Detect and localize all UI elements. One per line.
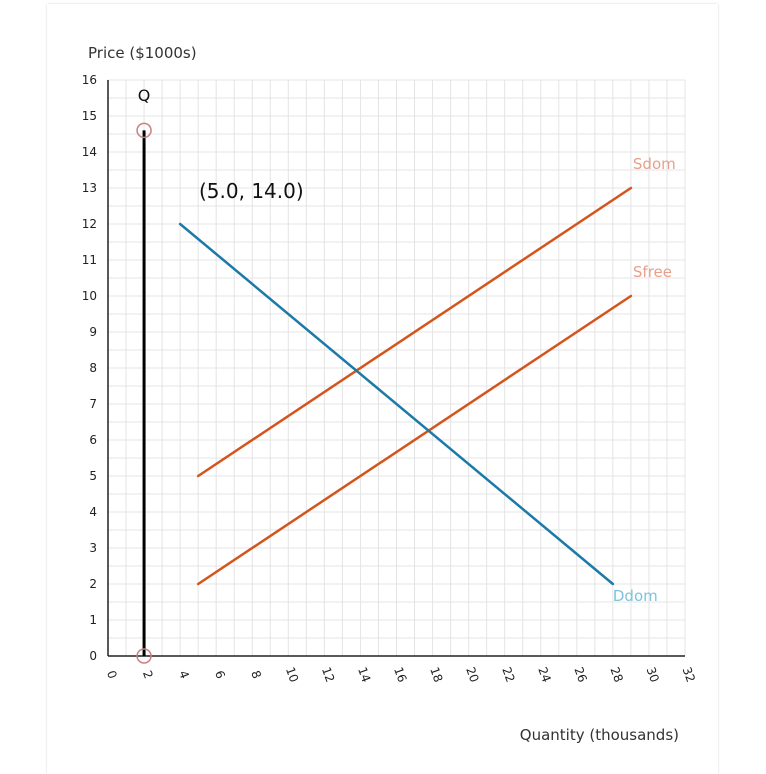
y-tick-label: 12 bbox=[82, 217, 97, 231]
y-tick-label: 11 bbox=[82, 253, 97, 267]
grid bbox=[107, 79, 686, 657]
y-tick-label: 7 bbox=[89, 397, 97, 411]
coordinate-readout: (5.0, 14.0) bbox=[199, 179, 304, 203]
y-tick-label: 15 bbox=[82, 109, 97, 123]
series-line-ddom bbox=[178, 222, 615, 586]
y-tick-label: 13 bbox=[82, 181, 97, 195]
chart-card bbox=[47, 4, 718, 774]
series-line-sfree bbox=[196, 294, 633, 586]
x-tick-label: 16 bbox=[391, 665, 409, 684]
x-tick-label: 10 bbox=[283, 665, 301, 684]
quantity-bottom-handle[interactable] bbox=[136, 648, 152, 664]
y-tick-label: 8 bbox=[89, 361, 97, 375]
x-tick-label: 24 bbox=[535, 665, 553, 684]
quantity-line-label: Q bbox=[138, 86, 151, 105]
series-line-sdom bbox=[196, 186, 633, 478]
x-tick-label: 32 bbox=[680, 665, 698, 684]
quantity-control[interactable]: Q bbox=[136, 86, 152, 664]
series-label-sdom: Sdom bbox=[633, 155, 676, 173]
y-tick-label: 6 bbox=[89, 433, 97, 447]
y-axis-title: Price ($1000s) bbox=[88, 44, 197, 62]
y-tick-label: 9 bbox=[89, 325, 97, 339]
series-label-sfree: Sfree bbox=[633, 263, 672, 281]
x-tick-label: 0 bbox=[104, 669, 120, 681]
y-tick-label: 10 bbox=[82, 289, 97, 303]
y-tick-label: 2 bbox=[89, 577, 97, 591]
x-tick-label: 22 bbox=[499, 665, 517, 684]
y-tick-label: 16 bbox=[82, 73, 97, 87]
x-tick-label: 14 bbox=[355, 665, 373, 684]
x-tick-label: 30 bbox=[644, 665, 662, 684]
y-tick-label: 14 bbox=[82, 145, 97, 159]
y-tick-label: 4 bbox=[89, 505, 97, 519]
quantity-top-handle[interactable] bbox=[136, 122, 152, 139]
x-axis-title: Quantity (thousands) bbox=[520, 726, 679, 744]
y-tick-label: 1 bbox=[89, 613, 97, 627]
x-tick-label: 4 bbox=[176, 669, 192, 681]
x-tick-label: 28 bbox=[607, 665, 625, 684]
y-tick-label: 5 bbox=[89, 469, 97, 483]
series-label-ddom: Ddom bbox=[613, 587, 658, 605]
x-tick-label: 20 bbox=[463, 665, 481, 684]
x-tick-label: 18 bbox=[427, 665, 445, 684]
x-tick-label: 12 bbox=[319, 665, 337, 684]
y-tick-label: 0 bbox=[89, 649, 97, 663]
x-tick-label: 8 bbox=[248, 669, 264, 681]
x-tick-label: 2 bbox=[140, 669, 156, 681]
y-tick-label: 3 bbox=[89, 541, 97, 555]
series-lines: Sdom Sfree Ddom bbox=[178, 155, 676, 605]
x-tick-label: 26 bbox=[571, 665, 589, 684]
axes bbox=[107, 80, 685, 657]
x-tick-label: 6 bbox=[212, 669, 228, 681]
